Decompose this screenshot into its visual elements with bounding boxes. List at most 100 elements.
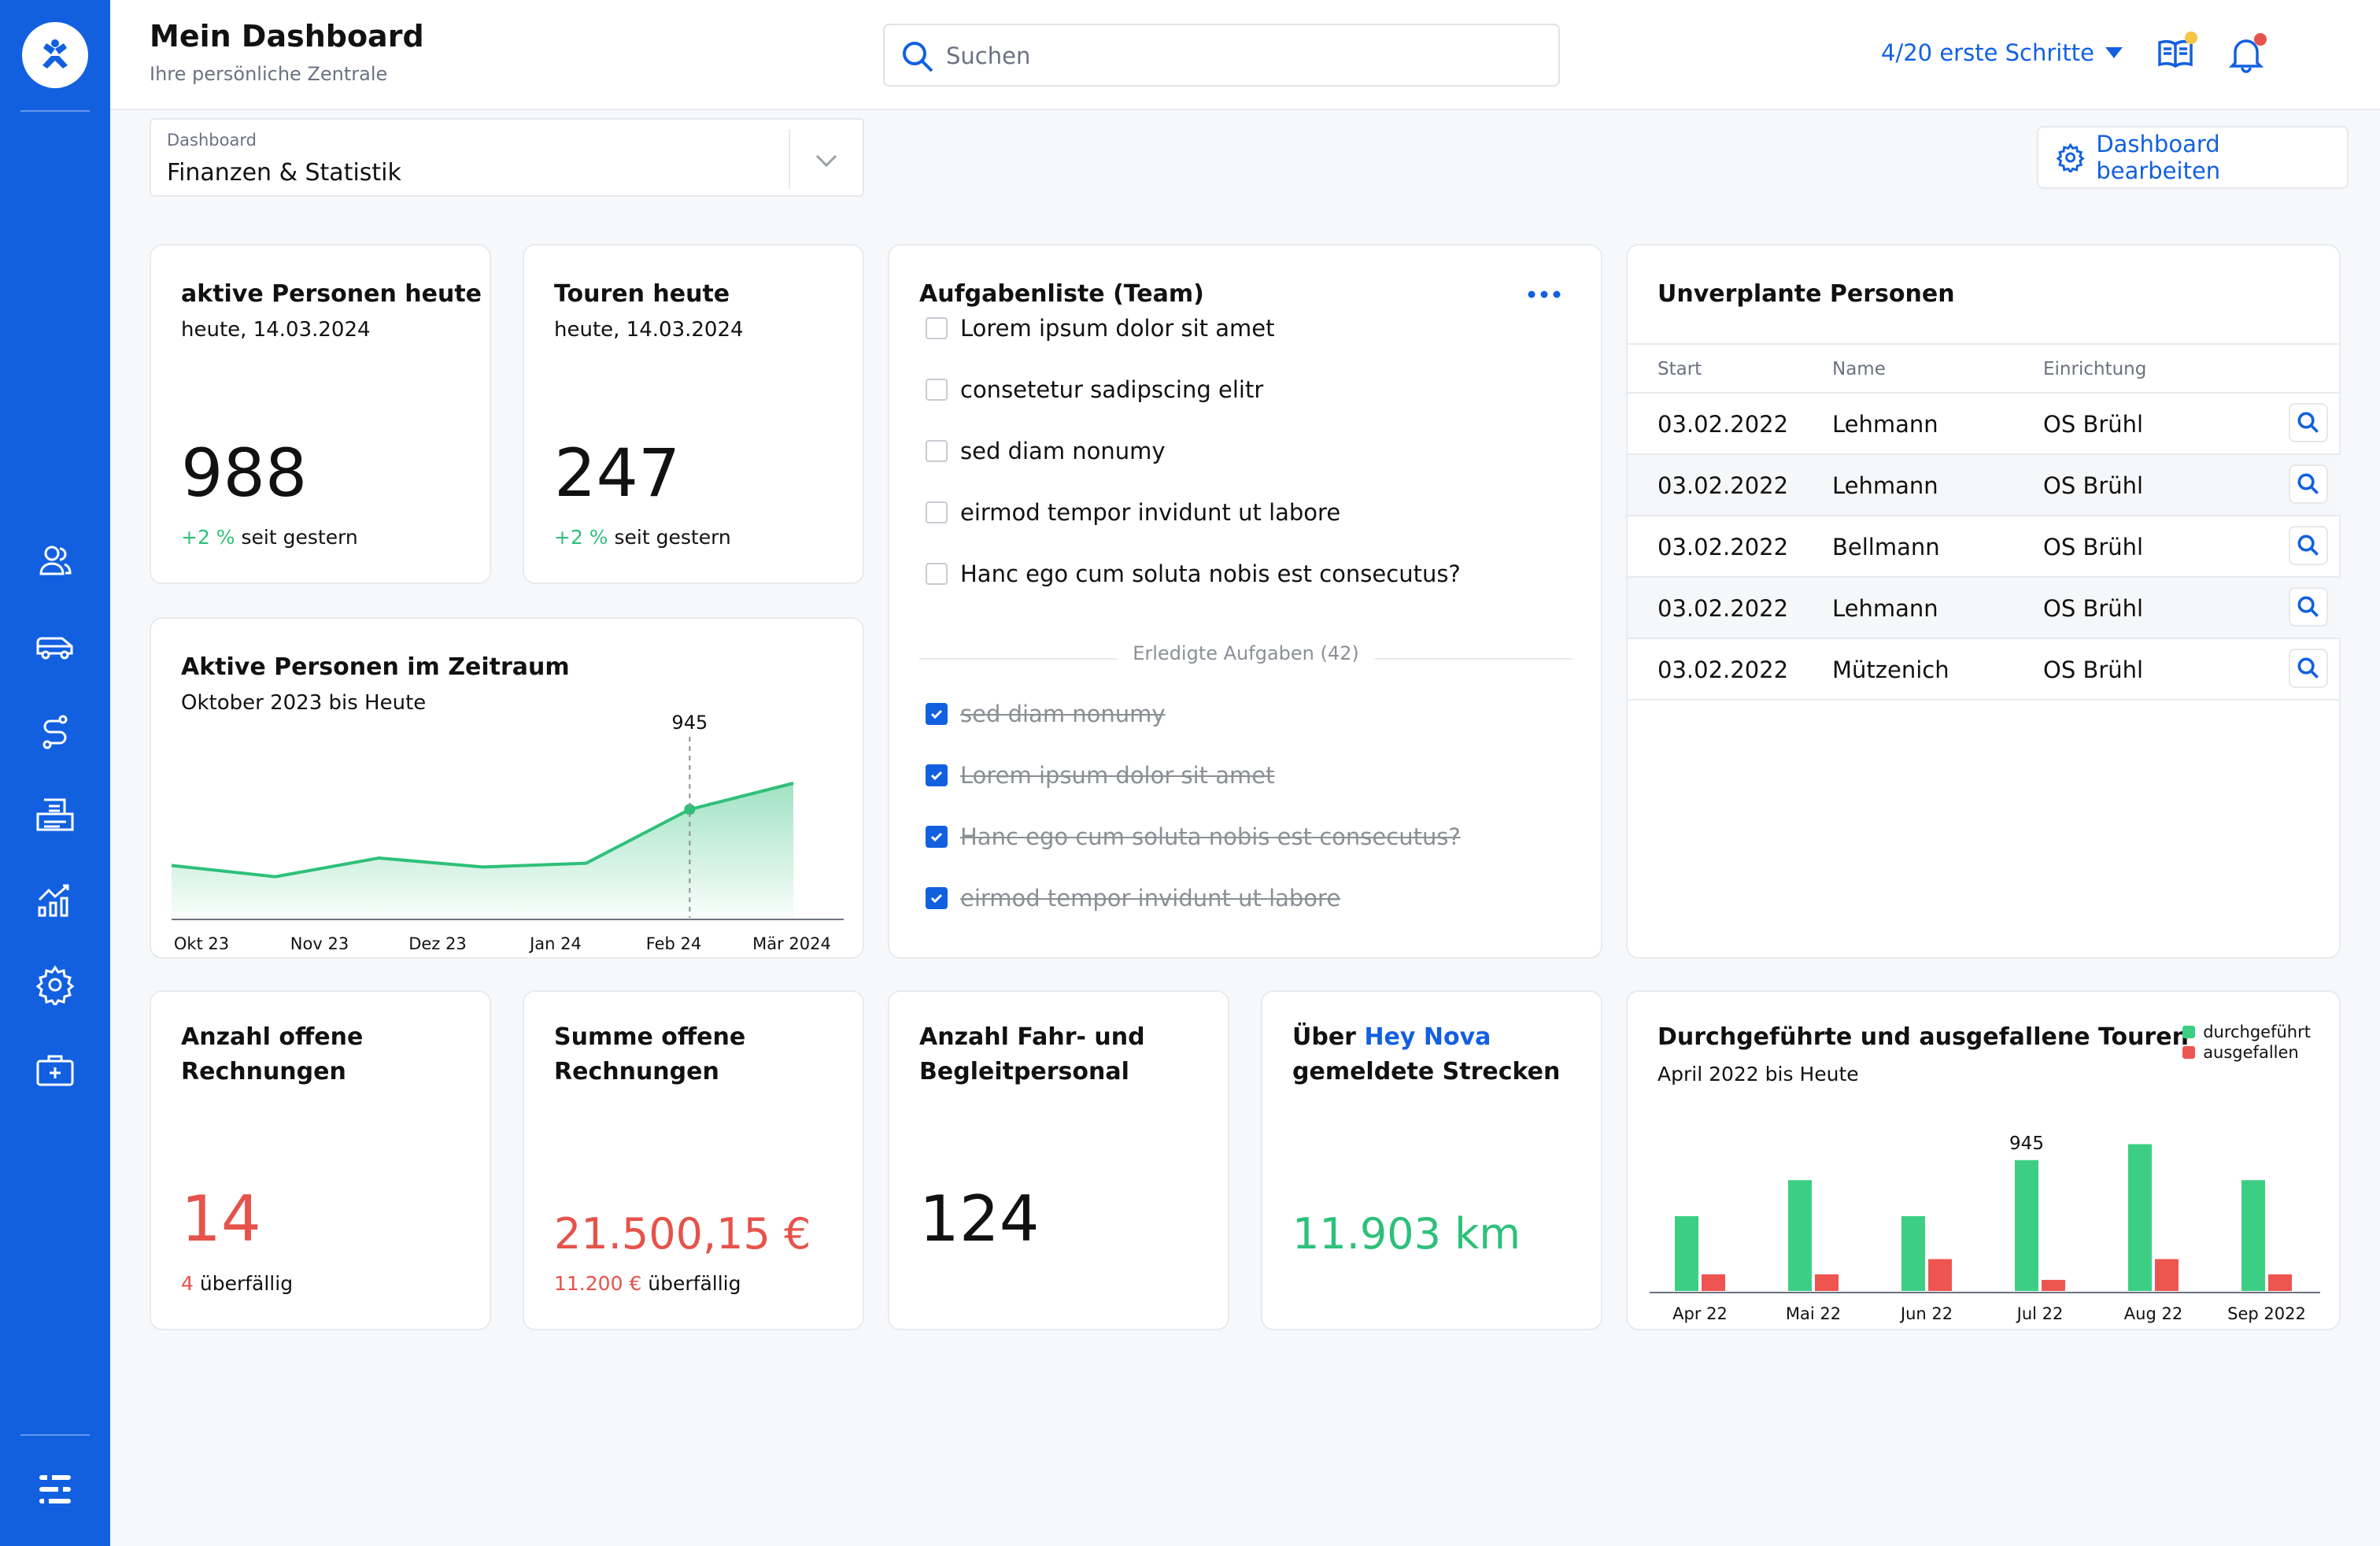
table-row[interactable]: 03.02.2022 Lehmann OS Brühl xyxy=(1628,455,2341,516)
table-row[interactable]: 03.02.2022 Lehmann OS Brühl xyxy=(1628,578,2341,639)
invoice-icon xyxy=(36,798,74,831)
line-chart[interactable]: 945 Okt 23 Nov 23 Dez 23 Jan 24 Feb 24 Mär 202… xyxy=(151,705,864,957)
sidebar-item-users[interactable] xyxy=(31,538,79,585)
card-title: Aktive Personen im Zeitraum xyxy=(181,653,570,681)
column-header-name[interactable]: Name xyxy=(1832,359,1886,379)
task-checkbox-checked[interactable] xyxy=(926,826,948,848)
staff-count-value: 124 xyxy=(919,1182,1040,1256)
task-checkbox-checked[interactable] xyxy=(926,703,948,725)
row-search-button[interactable] xyxy=(2289,464,2328,504)
sidebar-item-settings[interactable] xyxy=(31,961,79,1008)
tours-chart-card: Durchgeführte und ausgefallene Touren Ap… xyxy=(1626,990,2341,1330)
task-checkbox-checked[interactable] xyxy=(926,887,948,909)
cell-start: 03.02.2022 xyxy=(1658,656,1789,683)
bar-durchgefuehrt[interactable] xyxy=(2015,1160,2038,1291)
change-indicator: +2 % seit gestern xyxy=(554,526,731,549)
bar-durchgefuehrt[interactable] xyxy=(1901,1216,1925,1291)
app-logo[interactable] xyxy=(22,22,88,88)
column-header-start[interactable]: Start xyxy=(1658,359,1702,379)
bar-chart[interactable]: Apr 22 Mai 22 Jun 22 Jul 22 945 Aug 22 Sep 202… xyxy=(1628,1094,2341,1330)
sidebar-item-routes[interactable] xyxy=(31,708,79,756)
overdue-indicator: 11.200 € überfällig xyxy=(554,1272,741,1295)
dashboard-select-separator xyxy=(789,129,790,189)
sidebar-item-first-aid[interactable] xyxy=(31,1047,79,1094)
task-checkbox[interactable] xyxy=(926,379,948,401)
legend-swatch xyxy=(2182,1046,2196,1059)
data-point[interactable] xyxy=(684,804,696,816)
task-checkbox[interactable] xyxy=(926,563,948,585)
completed-task-item[interactable]: eirmod tempor invidunt ut labore xyxy=(926,885,1340,912)
table-header: Start Name Einrichtung xyxy=(1628,343,2341,394)
x-tick-label: Okt 23 xyxy=(174,934,229,953)
open-invoices-value: 14 xyxy=(181,1182,261,1256)
card-title: Durchgeführte und ausgefallene Touren xyxy=(1658,1023,2189,1051)
row-search-button[interactable] xyxy=(2289,587,2328,627)
task-item[interactable]: Hanc ego cum soluta nobis est consecutus… xyxy=(926,560,1461,587)
bar-ausgefallen[interactable] xyxy=(2155,1259,2179,1291)
task-label: Lorem ipsum dolor sit amet xyxy=(960,762,1275,789)
bar-durchgefuehrt[interactable] xyxy=(2128,1144,2152,1291)
header: Mein Dashboard Ihre persönliche Zentrale… xyxy=(110,0,2380,110)
task-item[interactable]: Lorem ipsum dolor sit amet xyxy=(926,315,1275,342)
edit-dashboard-button[interactable]: Dashboard bearbeiten xyxy=(2037,126,2349,189)
task-checkbox[interactable] xyxy=(926,317,948,339)
task-checkbox[interactable] xyxy=(926,440,948,462)
checkmark-icon xyxy=(930,771,943,781)
cell-start: 03.02.2022 xyxy=(1658,472,1789,499)
search-icon xyxy=(2297,596,2319,617)
first-aid-kit-icon xyxy=(36,1055,74,1086)
bar-ausgefallen[interactable] xyxy=(1815,1274,1839,1291)
task-item[interactable]: eirmod tempor invidunt ut labore xyxy=(926,499,1340,526)
overdue-value: 11.200 € xyxy=(554,1272,642,1295)
sidebar-item-bus[interactable] xyxy=(31,623,79,671)
task-item[interactable]: consetetur sadipscing elitr xyxy=(926,376,1263,403)
table-row[interactable]: 03.02.2022 Bellmann OS Brühl xyxy=(1628,516,2341,578)
onboarding-steps-dropdown[interactable]: 4/20 erste Schritte xyxy=(1881,39,2123,66)
sidebar-item-statistics[interactable] xyxy=(31,876,79,923)
completed-task-item[interactable]: Hanc ego cum soluta nobis est consecutus… xyxy=(926,823,1461,850)
tours-today-value: 247 xyxy=(554,435,681,512)
onboarding-steps-label: 4/20 erste Schritte xyxy=(1881,39,2094,66)
task-checkbox-checked[interactable] xyxy=(926,764,948,786)
bar-ausgefallen[interactable] xyxy=(2042,1279,2065,1291)
more-options-button[interactable] xyxy=(1521,280,1568,309)
logo-icon xyxy=(42,39,68,68)
row-search-button[interactable] xyxy=(2289,526,2328,565)
bar-durchgefuehrt[interactable] xyxy=(2241,1180,2265,1291)
table-row[interactable]: 03.02.2022 Mützenich OS Brühl xyxy=(1628,639,2341,701)
completed-task-item[interactable]: sed diam nonumy xyxy=(926,701,1166,727)
bar-ausgefallen[interactable] xyxy=(2268,1274,2292,1291)
task-checkbox[interactable] xyxy=(926,501,948,523)
card-date: heute, 14.03.2024 xyxy=(181,318,371,342)
guide-button[interactable] xyxy=(2152,30,2199,77)
table-row[interactable]: 03.02.2022 Lehmann OS Brühl xyxy=(1628,394,2341,455)
nova-routes-card: Über Hey Nova gemeldete Strecken 11.903 k… xyxy=(1261,990,1602,1330)
card-title: Über Hey Nova gemeldete Strecken xyxy=(1292,1023,1561,1086)
search-input[interactable] xyxy=(946,36,1544,76)
search-box[interactable] xyxy=(883,24,1560,87)
notifications-button[interactable] xyxy=(2223,30,2270,77)
bar-ausgefallen[interactable] xyxy=(1702,1274,1725,1291)
cell-start: 03.02.2022 xyxy=(1658,534,1789,560)
caret-down-icon xyxy=(2105,47,2123,58)
x-tick-label: Apr 22 xyxy=(1672,1304,1728,1323)
card-subtitle: April 2022 bis Heute xyxy=(1658,1063,1859,1086)
sidebar xyxy=(0,0,110,1546)
column-header-facility[interactable]: Einrichtung xyxy=(2043,359,2147,379)
row-search-button[interactable] xyxy=(2289,649,2328,688)
card-date: heute, 14.03.2024 xyxy=(554,318,744,342)
sidebar-menu-toggle[interactable] xyxy=(31,1466,79,1513)
legend-item: ausgefallen xyxy=(2182,1042,2311,1063)
task-item[interactable]: sed diam nonumy xyxy=(926,438,1166,464)
row-search-button[interactable] xyxy=(2289,403,2328,442)
x-tick-label: Aug 22 xyxy=(2124,1304,2182,1323)
legend-swatch xyxy=(2182,1026,2196,1038)
hey-nova-link[interactable]: Hey Nova xyxy=(1364,1023,1491,1051)
dashboard-select[interactable]: Dashboard Finanzen & Statistik xyxy=(150,118,864,197)
bar-ausgefallen[interactable] xyxy=(1928,1259,1952,1291)
completed-task-item[interactable]: Lorem ipsum dolor sit amet xyxy=(926,762,1275,789)
sidebar-item-invoices[interactable] xyxy=(31,792,79,839)
bar-durchgefuehrt[interactable] xyxy=(1675,1216,1698,1291)
x-tick-label: Feb 24 xyxy=(646,934,702,953)
bar-durchgefuehrt[interactable] xyxy=(1788,1180,1812,1291)
